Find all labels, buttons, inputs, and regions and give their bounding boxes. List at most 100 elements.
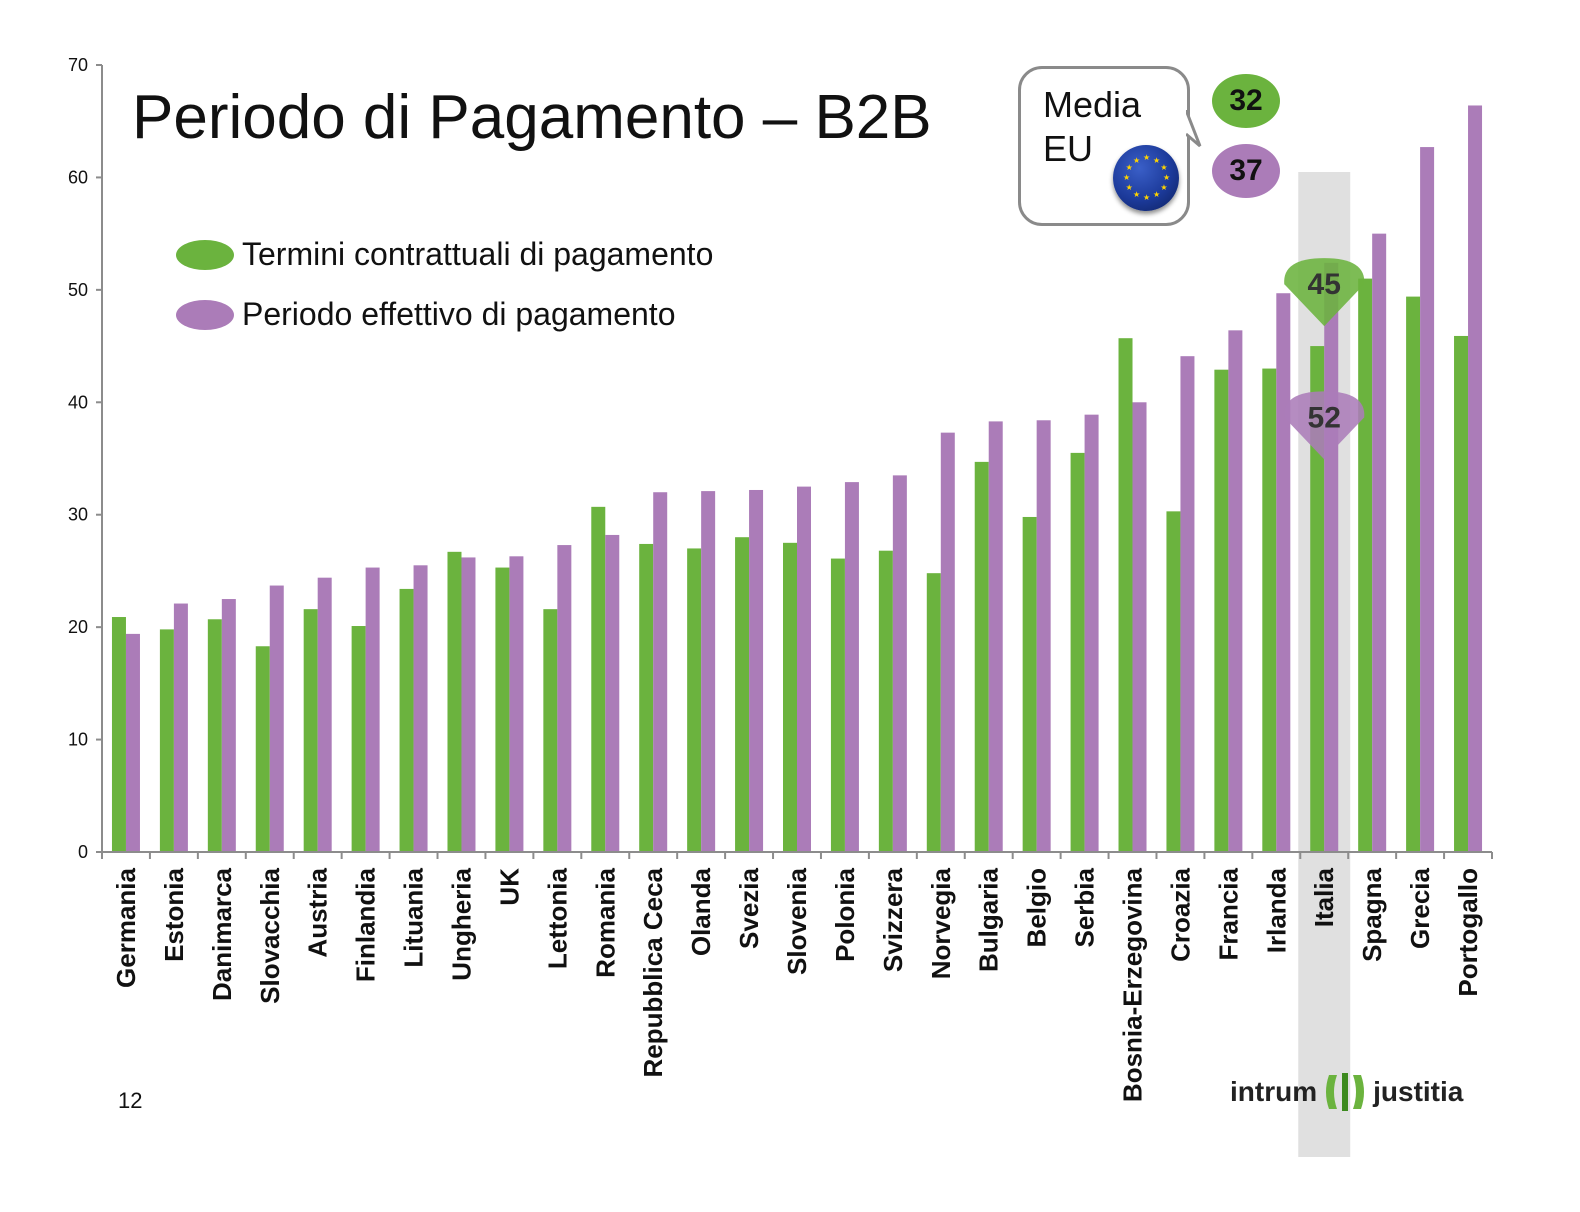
bar-actual-repubblica-ceca [653,492,668,852]
bar-actual-irlanda [1276,293,1291,853]
eu-star-icon: ★ [1125,163,1133,172]
x-tick-label: Croazia [1165,867,1195,961]
bar-actual-belgio [1036,420,1051,852]
bar-actual-austria [317,577,332,852]
x-tick-label: Portogallo [1453,868,1483,997]
bar-contractual-lettonia [543,609,558,852]
eu-star-icon: ★ [1163,173,1171,182]
y-tick-label: 30 [68,505,88,525]
intrum-justitia-logo: intrum justitia [1230,1066,1463,1118]
legend-swatch-green [176,239,234,270]
page-number: 12 [118,1088,143,1113]
bar-actual-danimarca [221,599,236,852]
bar-actual-uk [509,556,524,852]
bar-actual-norvegia [940,432,955,852]
bar-contractual-romania [591,506,606,852]
x-tick-label: Ungheria [446,867,476,980]
italia-markers: 52 45 [1284,258,1365,460]
eu-average-label: Media EU [1043,84,1142,169]
bar-actual-polonia [844,482,859,852]
bar-contractual-belgio [1022,516,1037,852]
bar-contractual-slovacchia [255,646,270,852]
bar-contractual-olanda [687,548,702,852]
eu-average-contractual-badge: 32 [1212,74,1280,128]
axis-labels: 0 10 20 30 40 50 60 70 Germania Estonia Danimarca S… [68,55,1483,1102]
logo-mark-icon [1323,1069,1367,1115]
bar-actual-romania [605,534,620,852]
bar-contractual-bulgaria [974,461,989,852]
x-tick-label: Bulgaria [974,867,1004,972]
bar-contractual-norvegia [926,573,941,852]
x-tick-label: Lituania [399,867,429,967]
bar-contractual-spagna [1358,278,1373,853]
bar-contractual-francia [1214,369,1229,852]
x-tick-label: Norvegia [926,867,956,979]
italia-actual-marker-label: 52 [1308,401,1341,434]
italia-contractual-marker: 45 [1284,258,1365,327]
bar-contractual-polonia [830,558,845,852]
x-tick-label: Romania [590,867,620,977]
eu-flag-icon: ★ ★ ★ ★ ★ ★ ★ ★ ★ ★ ★ ★ [1113,145,1179,211]
bar-contractual-danimarca [207,619,222,852]
y-tick-label: 50 [68,280,88,300]
bar-actual-bulgaria [988,421,1003,852]
axes [96,64,1493,859]
italia-actual-marker-shape [1284,391,1365,460]
x-tick-label: Irlanda [1261,867,1291,953]
bar-contractual-repubblica-ceca [639,543,654,852]
bar-actual-portogallo [1468,105,1483,852]
legend-label-actual: Periodo effettivo di pagamento [242,296,676,332]
bar-contractual-serbia [1070,452,1085,852]
x-tick-label: UK [494,868,524,906]
x-tick-label: Olanda [686,867,716,956]
bar-actual-finlandia [365,567,380,852]
bar-actual-olanda [701,491,716,852]
eu-star-icon: ★ [1153,155,1161,165]
bar-actual-francia [1228,330,1243,852]
x-tick-label: Svizzera [878,867,908,972]
x-tick-label: Spagna [1357,867,1387,961]
italia-contractual-marker-shape [1284,258,1365,327]
bar-contractual-lituania [399,588,414,852]
legend-item-contractual: Termini contrattuali di pagamento [176,236,713,273]
bar-actual-lituania [413,565,428,852]
legend-swatch-purple [176,299,234,330]
x-tick-label: Belgio [1022,868,1052,947]
x-tick-label: Bosnia-Erzegovina [1118,867,1148,1102]
x-tick-label: Polonia [830,867,860,961]
y-tick-label: 70 [68,55,88,75]
x-tick-label: Slovenia [782,867,812,974]
bar-contractual-austria [303,609,318,852]
bar-contractual-estonia [159,629,174,852]
bars [111,105,1483,853]
y-tick-label: 0 [78,842,88,862]
x-tick-label: Danimarca [207,867,237,1000]
eu-average-callout: Media EU ★ ★ ★ ★ ★ ★ ★ ★ ★ ★ ★ ★ [1018,66,1190,226]
bar-contractual-croazia [1166,511,1181,852]
eu-average-actual-badge: 37 [1212,144,1280,198]
y-tick-label: 40 [68,392,88,412]
chart-title: Periodo di Pagamento – B2B [132,83,932,152]
legend-item-actual: Periodo effettivo di pagamento [176,296,675,333]
bar-actual-estonia [173,603,188,852]
eu-star-icon: ★ [1153,190,1161,200]
x-tick-label: Slovacchia [255,867,285,1003]
logo-text-left: intrum [1230,1076,1318,1107]
bar-contractual-irlanda [1262,368,1277,852]
bar-actual-svizzera [892,475,907,852]
bar-contractual-svezia [735,537,750,852]
bar-contractual-bosnia-erzegovina [1118,338,1133,852]
bar-contractual-ungheria [447,551,462,852]
x-tick-label: Svezia [734,867,764,948]
x-tick-label: Austria [303,867,333,957]
bar-actual-spagna [1372,233,1387,853]
bar-actual-bosnia-erzegovina [1132,402,1147,852]
bar-actual-slovacchia [269,585,284,852]
x-tick-label: Germania [111,867,141,987]
bar-actual-croazia [1180,356,1195,852]
bar-actual-svezia [749,489,764,852]
eu-star-icon: ★ [1160,183,1168,192]
eu-star-icon: ★ [1125,183,1133,192]
x-tick-label: Italia [1309,867,1339,927]
bar-contractual-slovenia [783,542,797,852]
